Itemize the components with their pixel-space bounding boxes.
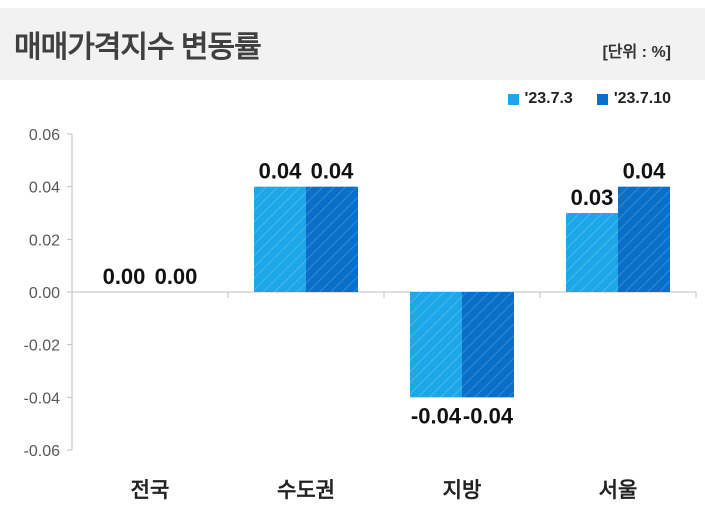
unit-label: [단위 : %] xyxy=(602,44,671,61)
y-tick-label: 0.02 xyxy=(29,232,60,249)
legend-swatch-1 xyxy=(507,93,519,105)
data-label: 0.00 xyxy=(103,264,146,289)
data-label: 0.04 xyxy=(311,159,355,184)
category-label: 수도권 xyxy=(277,479,335,502)
data-label: 0.03 xyxy=(571,185,614,210)
y-tick-label: -0.02 xyxy=(24,338,61,355)
legend-item-1: '23.7.3 xyxy=(507,90,573,108)
bar-hatch xyxy=(618,186,670,292)
bar-hatch xyxy=(566,213,618,292)
data-label: -0.04 xyxy=(411,403,462,428)
legend-label-1: '23.7.3 xyxy=(524,90,573,107)
y-tick-label: 0.00 xyxy=(29,285,60,302)
legend-item-2: '23.7.10 xyxy=(596,90,671,108)
y-tick-label: 0.06 xyxy=(29,127,60,144)
bar-hatch xyxy=(306,186,358,292)
category-label: 서울 xyxy=(599,479,638,502)
bar-hatch xyxy=(254,186,306,292)
data-label: -0.04 xyxy=(463,403,514,428)
legend-label-2: '23.7.10 xyxy=(613,90,671,107)
chart-title: 매매가격지수 변동률 xyxy=(14,31,262,64)
category-label: 전국 xyxy=(131,479,170,502)
bar-hatch xyxy=(410,292,462,398)
data-label: 0.00 xyxy=(155,264,198,289)
data-label: 0.04 xyxy=(623,159,667,184)
title-bar xyxy=(0,8,705,80)
y-tick-label: -0.06 xyxy=(24,443,61,460)
y-tick-label: 0.04 xyxy=(29,180,60,197)
category-label: 지방 xyxy=(443,479,482,502)
bar-hatch xyxy=(462,292,514,398)
legend-swatch-2 xyxy=(596,93,608,105)
legend: '23.7.3 '23.7.10 xyxy=(507,90,671,108)
y-tick-label: -0.04 xyxy=(24,390,61,407)
data-label: 0.04 xyxy=(259,159,303,184)
